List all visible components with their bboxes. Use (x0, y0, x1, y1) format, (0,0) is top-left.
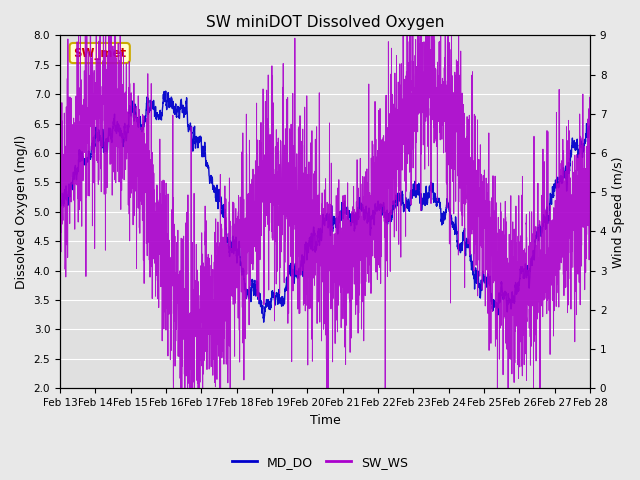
Text: SW_met: SW_met (73, 47, 126, 60)
Legend: MD_DO, SW_WS: MD_DO, SW_WS (227, 451, 413, 474)
Y-axis label: Dissolved Oxygen (mg/l): Dissolved Oxygen (mg/l) (15, 135, 28, 289)
Y-axis label: Wind Speed (m/s): Wind Speed (m/s) (612, 156, 625, 267)
Title: SW miniDOT Dissolved Oxygen: SW miniDOT Dissolved Oxygen (206, 15, 444, 30)
X-axis label: Time: Time (310, 414, 340, 427)
